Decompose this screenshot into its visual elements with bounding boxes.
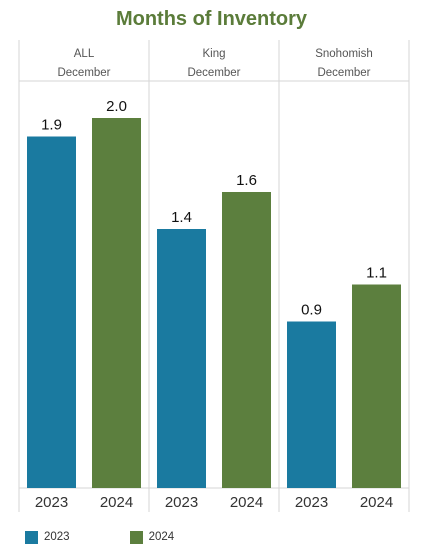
legend-item-2024: 2024 (129, 530, 175, 544)
data-label: 1.6 (236, 172, 257, 189)
legend-swatch-2024 (129, 530, 143, 544)
x-tick-label: 2023 (35, 494, 68, 511)
panel-period-label: December (187, 67, 240, 79)
data-label: 0.9 (301, 302, 322, 319)
data-label: 2.0 (106, 98, 127, 115)
data-label: 1.9 (41, 117, 62, 134)
bar-2023 (27, 136, 76, 488)
bar-2024 (222, 192, 271, 488)
x-tick-label: 2023 (295, 494, 328, 511)
legend-label-2024: 2024 (148, 531, 175, 543)
bar-2024 (92, 118, 141, 488)
legend-item-2023: 2023 (25, 530, 70, 544)
data-label: 1.1 (366, 265, 387, 282)
bar-2024 (352, 284, 401, 488)
x-tick-label: 2024 (360, 494, 393, 511)
x-tick-label: 2024 (100, 494, 133, 511)
data-label: 1.4 (171, 209, 192, 226)
panel-period-label: December (317, 67, 370, 79)
bar-2023 (287, 321, 336, 488)
panel-period-label: December (57, 67, 110, 79)
legend-label-2023: 2023 (44, 531, 70, 543)
panel-region-label: ALL (74, 48, 95, 60)
legend-swatch-2023 (25, 530, 38, 544)
panel-region-label: Snohomish (315, 48, 373, 60)
chart-title: Months of Inventory (115, 8, 308, 30)
legend: 2023 2024 (25, 529, 234, 545)
x-tick-label: 2023 (165, 494, 198, 511)
x-tick-label: 2024 (230, 494, 263, 511)
panel-region-label: King (202, 48, 225, 60)
bar-2023 (157, 229, 206, 488)
